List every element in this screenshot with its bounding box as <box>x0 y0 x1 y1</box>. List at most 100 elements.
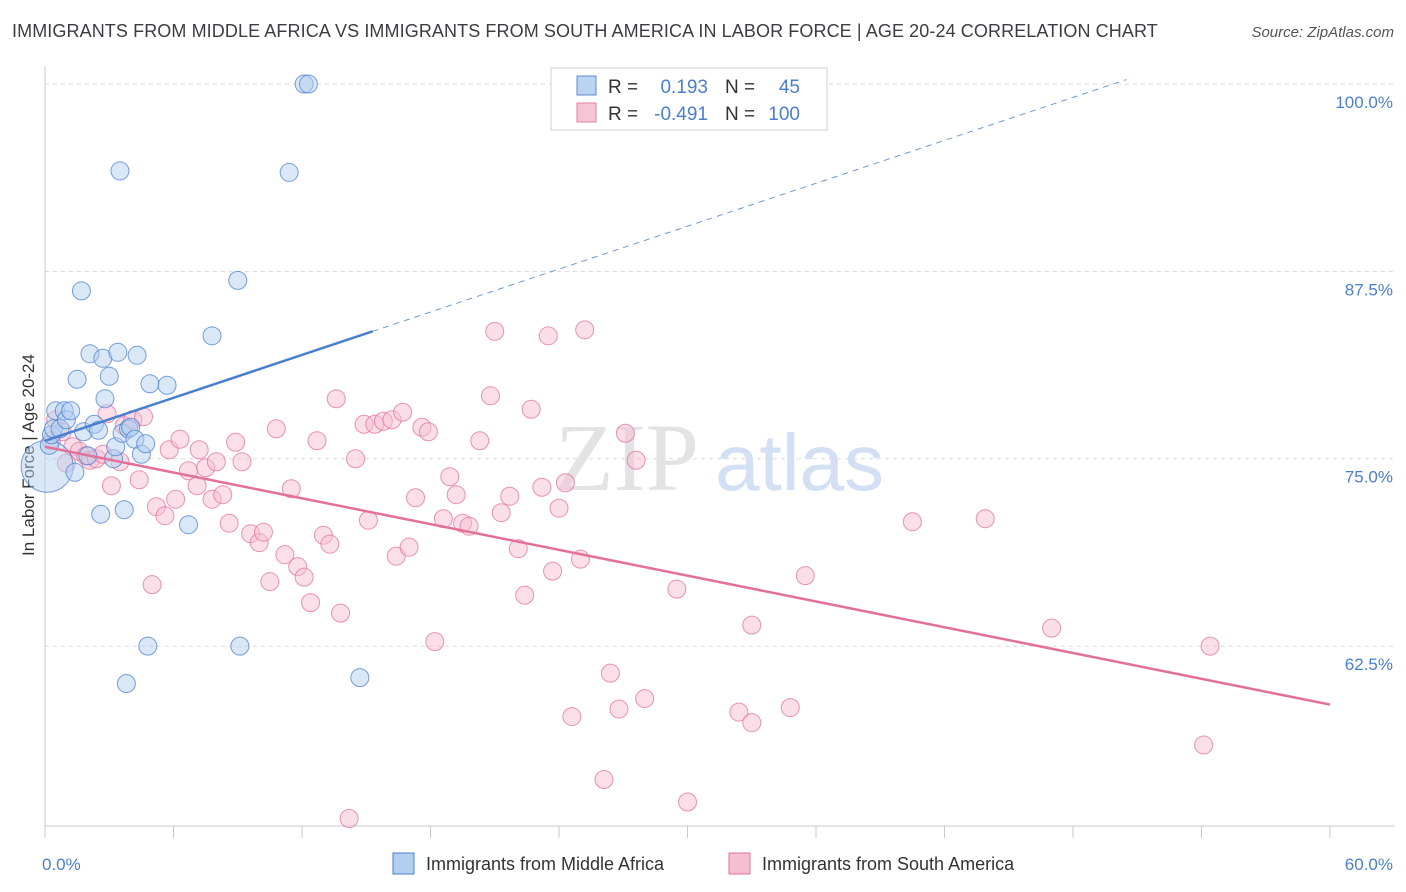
point-south-america-42 <box>301 593 321 613</box>
y-tick-label-2: 75.0% <box>1345 468 1393 487</box>
point-middle-africa-40 <box>230 636 250 656</box>
legend-r-label-2: R = <box>608 104 638 125</box>
point-south-america-58 <box>406 488 426 508</box>
watermark-zip: ZIP <box>555 404 699 511</box>
trend-line-south-america <box>44 445 1331 706</box>
point-middle-africa-35 <box>140 374 160 394</box>
x-tick-label-1: 60.0% <box>1345 855 1393 874</box>
y-axis-tick-labels: 100.0% 87.5% 75.0% 62.5% <box>1335 93 1393 674</box>
point-south-america-83 <box>594 770 614 790</box>
point-south-america-75 <box>532 477 552 497</box>
point-middle-africa-17 <box>91 504 111 524</box>
point-south-america-48 <box>339 809 359 829</box>
point-south-america-89 <box>667 579 687 599</box>
point-south-america-93 <box>742 713 762 733</box>
point-south-america-68 <box>480 386 500 406</box>
legend-n-value-2: 100 <box>768 104 800 125</box>
watermark-atlas: atlas <box>715 418 884 507</box>
point-middle-africa-34 <box>138 636 158 656</box>
point-middle-africa-23 <box>108 342 128 362</box>
trend-lines <box>44 79 1331 706</box>
point-south-america-11 <box>101 476 121 496</box>
trend-line-middle-africa-extension <box>372 79 1127 332</box>
chart-source: Source: ZipAtlas.com <box>1251 24 1394 41</box>
point-south-america-63 <box>440 467 460 487</box>
bottom-legend-swatch-pink <box>728 852 751 875</box>
point-south-america-47 <box>331 603 351 623</box>
point-south-america-39 <box>281 479 301 499</box>
point-south-america-67 <box>470 431 490 451</box>
series-south-america-points <box>41 320 1220 829</box>
bottom-legend-label-pink: Immigrants from South America <box>762 854 1015 874</box>
point-middle-africa-38 <box>202 326 222 346</box>
point-middle-africa-19 <box>95 389 115 409</box>
point-south-america-85 <box>609 699 629 719</box>
bottom-legend-swatch-blue <box>392 852 415 875</box>
point-middle-africa-31 <box>127 345 147 365</box>
point-south-america-71 <box>500 486 520 506</box>
point-middle-africa-36 <box>157 375 177 395</box>
point-south-america-97 <box>975 509 995 529</box>
point-south-america-70 <box>491 503 511 523</box>
point-middle-africa-44 <box>350 668 370 688</box>
legend-n-label-2: N = <box>725 104 755 125</box>
y-tick-label-3: 62.5% <box>1345 655 1393 674</box>
point-middle-africa-9 <box>65 462 85 482</box>
point-south-america-94 <box>780 698 800 718</box>
point-south-america-31 <box>226 432 246 452</box>
point-middle-africa-27 <box>116 674 136 694</box>
point-middle-africa-33 <box>136 434 156 454</box>
point-south-america-35 <box>253 522 273 542</box>
point-south-america-78 <box>549 498 569 518</box>
point-south-america-72 <box>508 539 528 559</box>
legend-n-value-1: 45 <box>779 77 800 98</box>
y-tick-label-1: 87.5% <box>1345 280 1393 299</box>
point-middle-africa-10 <box>67 369 87 389</box>
point-middle-africa-39 <box>228 270 248 290</box>
point-south-america-43 <box>307 431 327 451</box>
point-south-america-82 <box>575 320 595 340</box>
point-south-america-99 <box>1194 735 1214 755</box>
point-middle-africa-41 <box>279 162 299 182</box>
bottom-legend-label-blue: Immigrants from Middle Africa <box>426 854 665 874</box>
trend-line-middle-africa <box>44 330 374 442</box>
point-south-america-100 <box>1200 636 1220 656</box>
point-middle-africa-26 <box>114 500 134 520</box>
watermark: ZIP atlas <box>555 404 884 511</box>
point-middle-africa-24 <box>110 161 130 181</box>
point-south-america-15 <box>129 470 149 490</box>
point-middle-africa-11 <box>71 281 91 301</box>
bottom-legend: Immigrants from Middle Africa Immigrants… <box>392 852 1015 875</box>
grid-lines <box>45 83 1395 647</box>
point-south-america-46 <box>326 389 346 409</box>
point-south-america-57 <box>399 537 419 557</box>
point-south-america-45 <box>320 534 340 554</box>
point-middle-africa-37 <box>178 515 198 535</box>
point-south-america-30 <box>219 513 239 533</box>
point-south-america-64 <box>446 485 466 505</box>
point-south-america-19 <box>155 506 175 526</box>
legend-r-value-1: 0.193 <box>660 77 708 98</box>
point-middle-africa-43 <box>298 74 318 94</box>
point-south-america-22 <box>170 429 190 449</box>
y-tick-label-0: 100.0% <box>1335 93 1393 112</box>
point-south-america-90 <box>678 792 697 812</box>
point-south-america-69 <box>485 321 505 341</box>
point-south-america-91 <box>729 702 749 722</box>
point-south-america-25 <box>189 440 209 460</box>
legend-r-label-1: R = <box>608 77 638 98</box>
point-south-america-92 <box>742 615 762 635</box>
point-south-america-28 <box>206 452 226 472</box>
point-south-america-86 <box>615 423 635 443</box>
chart-title: IMMIGRANTS FROM MIDDLE AFRICA VS IMMIGRA… <box>12 21 1158 41</box>
point-south-america-29 <box>213 485 233 505</box>
point-middle-africa-8 <box>61 401 81 421</box>
point-south-america-76 <box>538 326 558 346</box>
legend-swatch-blue <box>576 75 597 96</box>
legend-n-label-1: N = <box>725 77 755 98</box>
point-south-america-77 <box>543 561 563 581</box>
x-tick-label-0: 0.0% <box>42 855 81 874</box>
point-south-america-96 <box>902 512 922 532</box>
point-south-america-36 <box>260 572 280 592</box>
